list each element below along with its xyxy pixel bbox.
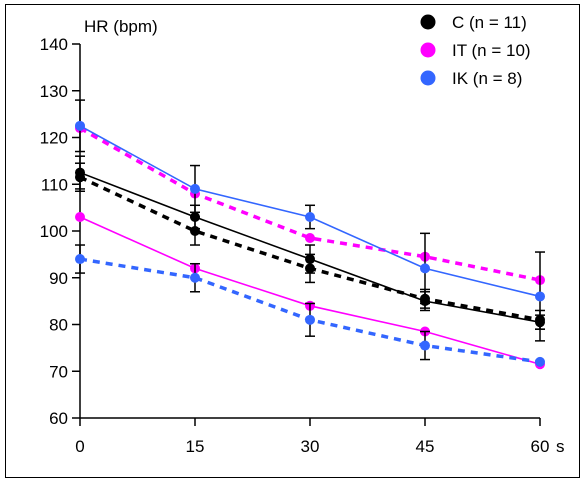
y-tick-label: 120 <box>40 129 68 148</box>
legend-label: IT (n = 10) <box>452 41 531 60</box>
series-ik-dashed <box>75 244 545 367</box>
data-point <box>75 254 85 265</box>
data-point <box>305 233 315 244</box>
y-tick-label: 130 <box>40 82 68 101</box>
y-tick-label: 60 <box>49 409 68 428</box>
x-tick-label: 60 <box>531 437 550 456</box>
data-point <box>305 263 315 274</box>
y-tick-label: 80 <box>49 316 68 335</box>
y-tick-label: 70 <box>49 362 68 381</box>
x-tick-label: 15 <box>186 437 205 456</box>
x-tick-label: 0 <box>75 437 84 456</box>
data-point <box>305 211 315 222</box>
x-tick-label: 45 <box>416 437 435 456</box>
data-point <box>190 183 200 194</box>
legend-marker <box>420 42 436 58</box>
data-point <box>75 211 85 222</box>
data-point <box>190 272 200 283</box>
data-point <box>75 172 85 183</box>
series-ik-solid <box>75 99 545 342</box>
legend-marker <box>420 70 436 86</box>
data-point <box>535 356 545 367</box>
y-axis-label: HR (bpm) <box>84 17 158 36</box>
data-point <box>75 120 85 131</box>
series-layer <box>75 99 545 370</box>
y-tick-label: 140 <box>40 35 68 54</box>
x-ticks: 0 15 30 45 60 <box>75 418 549 456</box>
data-point <box>190 226 200 236</box>
legend-marker <box>420 14 436 30</box>
series-c-dashed <box>75 162 545 330</box>
chart-frame <box>5 4 580 478</box>
axes <box>79 44 540 419</box>
data-point <box>535 291 545 302</box>
x-axis-unit: s <box>556 437 565 456</box>
data-point <box>305 314 315 325</box>
data-point <box>420 340 430 351</box>
y-tick-label: 90 <box>49 269 68 288</box>
y-tick-label: 110 <box>41 175 68 194</box>
legend: C (n = 11) IT (n = 10) IK (n = 8) <box>420 13 531 88</box>
y-tick-label: 100 <box>40 222 68 241</box>
legend-label: C (n = 11) <box>452 13 527 32</box>
legend-label: IK (n = 8) <box>452 69 522 88</box>
y-ticks: 60 70 80 90 100 110 120 130 140 <box>40 35 80 428</box>
data-point <box>420 263 430 274</box>
x-tick-label: 30 <box>301 437 320 456</box>
